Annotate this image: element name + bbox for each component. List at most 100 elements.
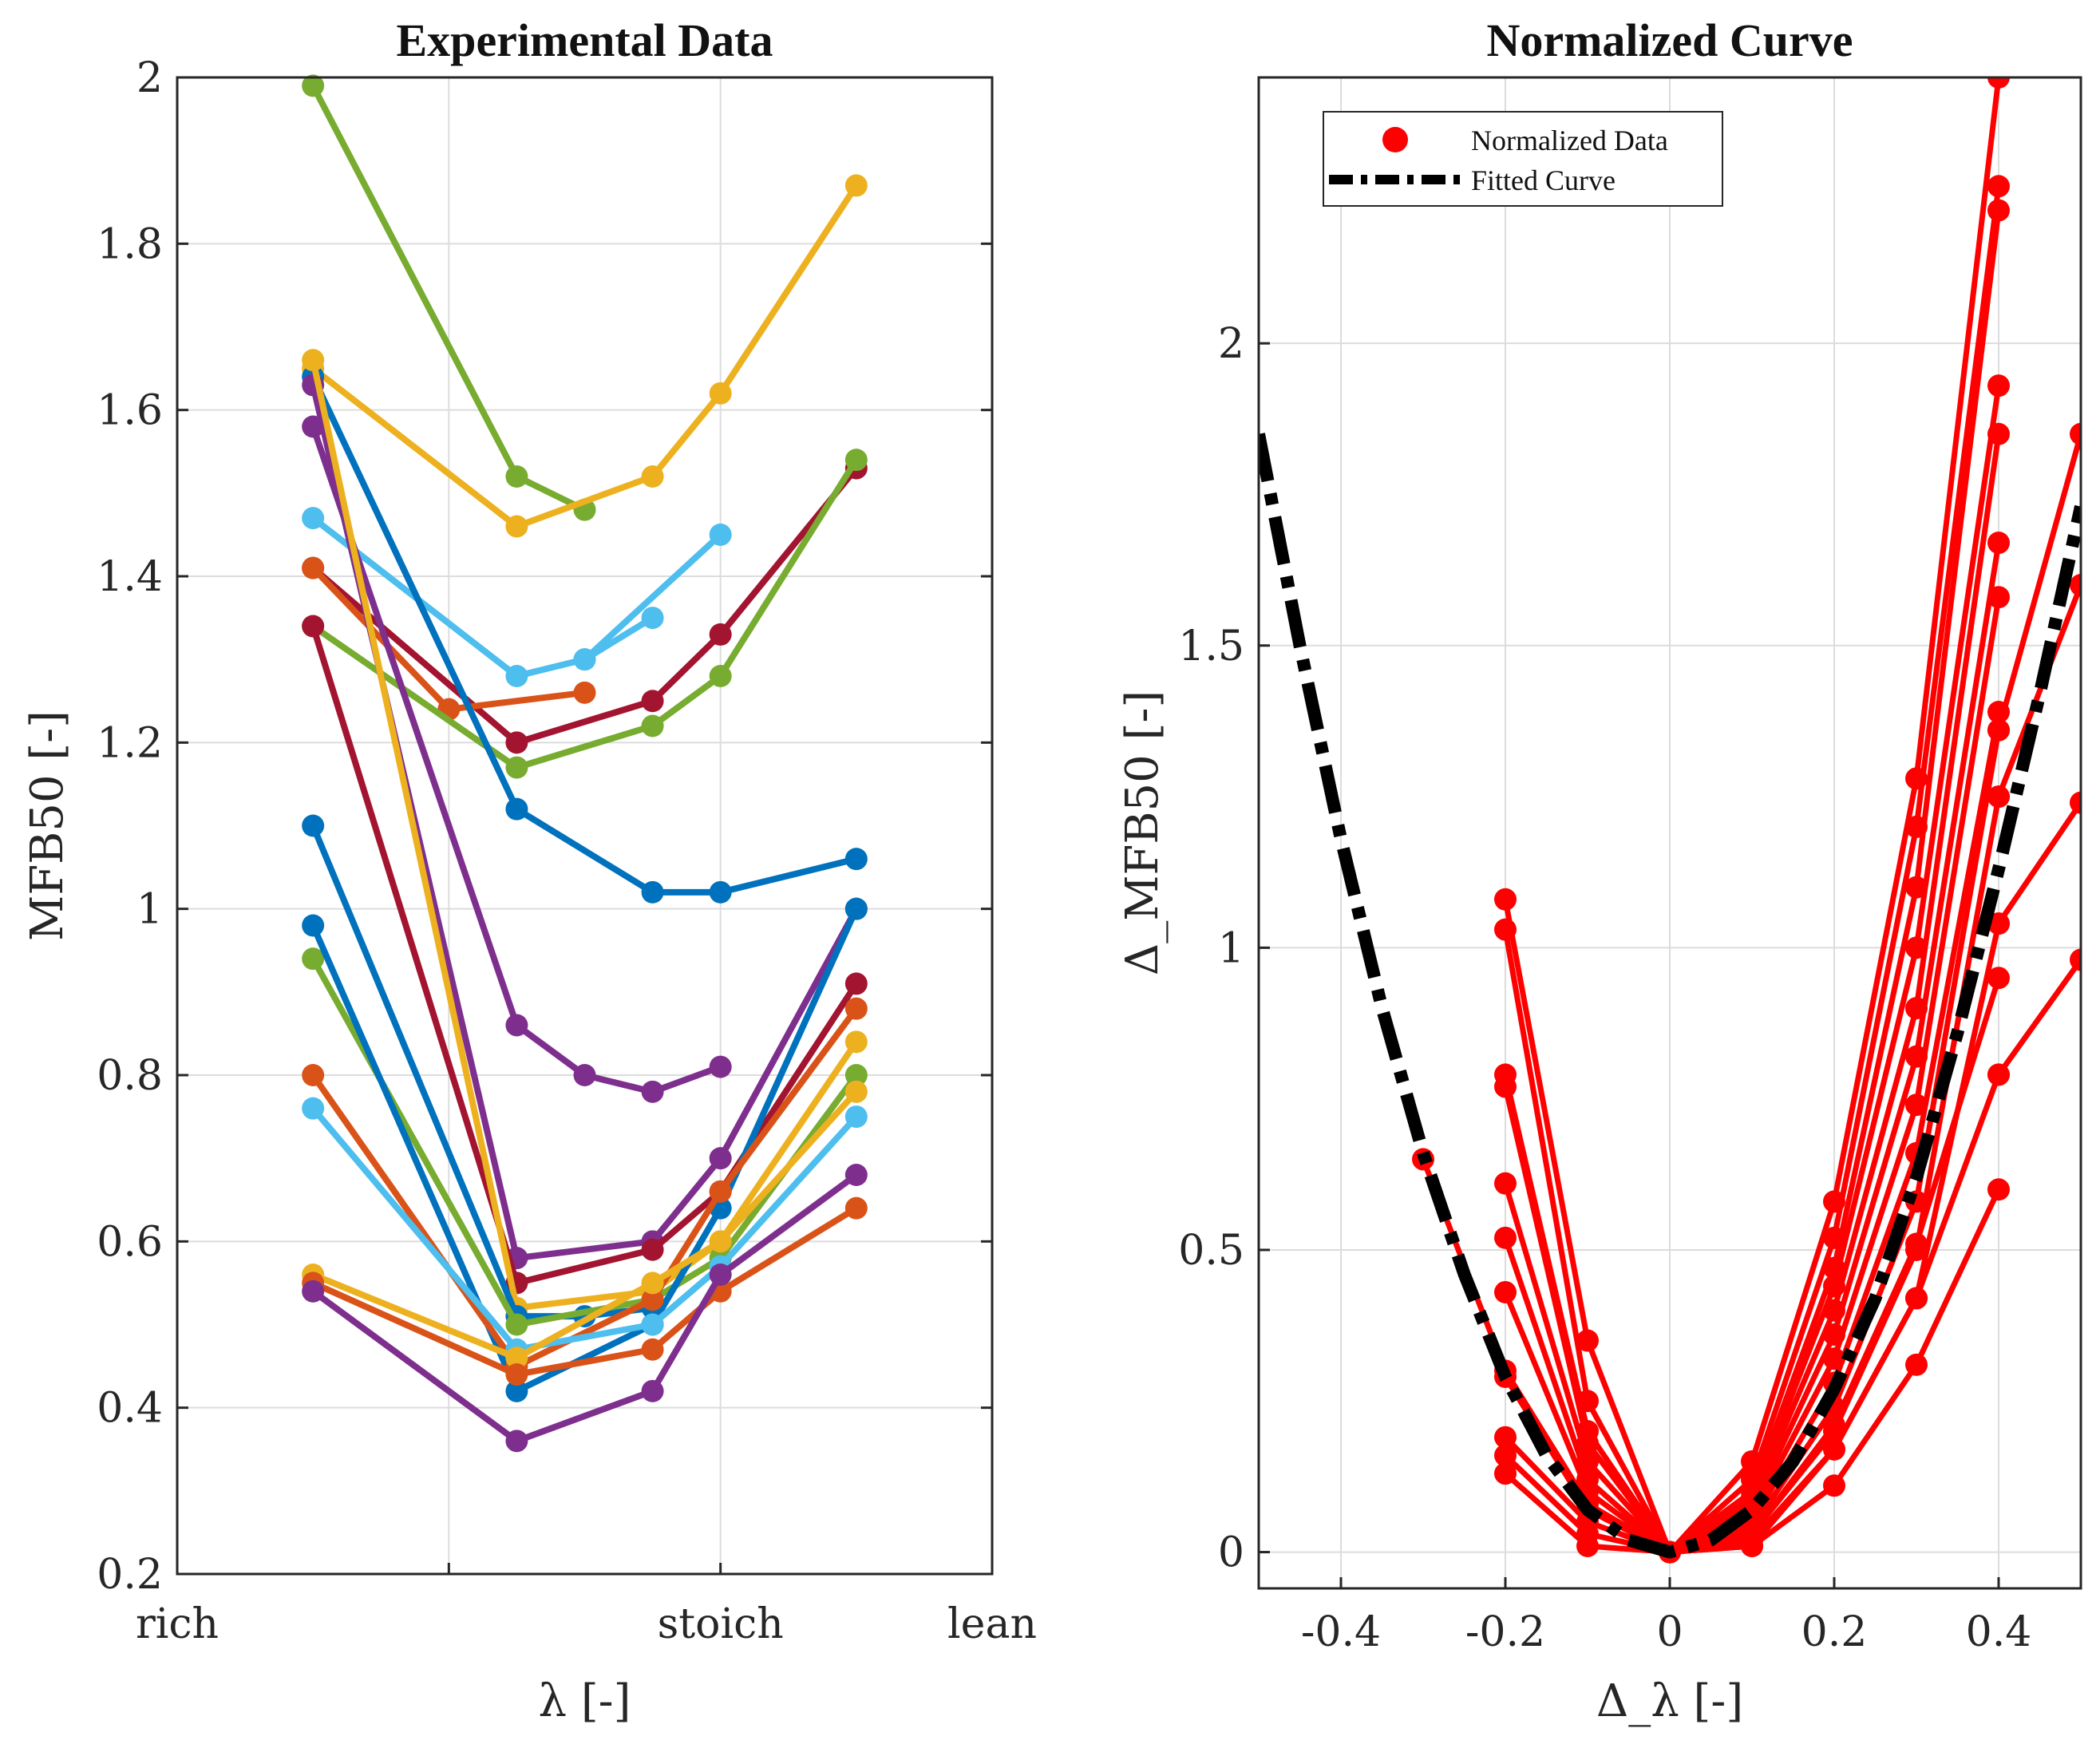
left-axes-frame [176, 76, 994, 1576]
left-data-point [302, 814, 325, 837]
normalized-data-point [1823, 1438, 1845, 1461]
normalized-data-point [2070, 791, 2081, 814]
right-x-tick-label: -0.2 [1465, 1608, 1545, 1656]
right-x-tick-label: -0.4 [1301, 1608, 1381, 1656]
normalized-data-line [1996, 801, 2081, 926]
left-data-point [844, 449, 868, 472]
experimental-data-panel: 0.2 0.4 0.6 0.8 1 1.2 1.4 1.6 1.8 2 rich stoich lean… [0, 0, 1037, 1748]
right-axes-frame [1257, 76, 2082, 1590]
right-tick-labels: -0.4 -0.2 0 0.2 0.4 0 0.5 1 1.5 2 [1178, 320, 2031, 1656]
left-data-point [844, 174, 868, 197]
normalized-data-point [1494, 1426, 1517, 1449]
normalized-data-line [1996, 958, 2081, 1077]
left-data-point [844, 1105, 868, 1129]
left-data-point [844, 997, 868, 1020]
left-y-tick-label: 0.2 [97, 1551, 163, 1599]
normalized-data-point [1987, 718, 2010, 742]
left-data-point [641, 880, 664, 904]
normalized-data-line [1995, 433, 2081, 731]
normalized-data-point [1823, 1414, 1845, 1437]
normalized-data-point [1987, 912, 2010, 935]
left-data-point [641, 1338, 664, 1361]
fitted-curve-line [1259, 433, 2081, 1559]
left-y-tick-label: 0.6 [97, 1218, 163, 1266]
left-y-tick-label: 1.8 [97, 220, 163, 268]
left-data-point [709, 382, 732, 405]
left-tick-labels: 0.2 0.4 0.6 0.8 1 1.2 1.4 1.6 1.8 2 rich stoich lean [97, 54, 1037, 1648]
left-data-point [505, 1313, 528, 1336]
legend-label-normalized-data: Normalized Data [1471, 125, 1668, 156]
left-y-tick-label: 1 [136, 886, 163, 934]
left-data-point [302, 507, 325, 530]
right-y-tick-label: 2 [1218, 320, 1244, 368]
left-data-point [505, 1379, 528, 1402]
left-y-tick-label: 1.6 [97, 387, 163, 435]
left-data-point [505, 756, 528, 779]
left-data-point [505, 515, 528, 538]
left-data-point [844, 848, 868, 871]
normalized-data-point [1987, 374, 2010, 397]
right-x-tick-label: 0.4 [1966, 1608, 2032, 1656]
left-data-point [709, 880, 732, 904]
normalized-data-point [2070, 948, 2081, 971]
right-x-axis-label: Δ_λ [-] [1596, 1675, 1743, 1727]
left-data-point [302, 1097, 325, 1120]
normalized-data-point [1987, 422, 2010, 445]
legend-label-fitted-curve: Fitted Curve [1471, 164, 1616, 196]
left-data-point [505, 797, 528, 821]
normalized-data-point [1987, 532, 2010, 555]
normalized-data-point [1494, 1444, 1517, 1467]
left-data-point [505, 731, 528, 754]
left-data-point [709, 1180, 732, 1203]
left-data-point [505, 465, 528, 488]
left-data-point [573, 681, 596, 704]
left-data-point [709, 1147, 732, 1170]
normalized-curve-panel: -0.4 -0.2 0 0.2 0.4 0 0.5 1 1.5 2 Normalized Data… [1117, 14, 2082, 1727]
left-data-point [505, 1347, 528, 1370]
normalized-data-point [2070, 422, 2081, 445]
left-x-tick-label: rich [136, 1600, 219, 1648]
normalized-data-point [2070, 574, 2081, 597]
normalized-data-point [1576, 1534, 1599, 1557]
left-data-point [505, 1430, 528, 1453]
left-data-point [844, 972, 868, 995]
left-data-point [641, 1379, 664, 1402]
left-chart-title: Experimental Data [397, 14, 773, 66]
left-data-point [641, 690, 664, 713]
left-data-point [641, 1288, 664, 1311]
normalized-data-point [1987, 785, 2010, 809]
right-y-tick-label: 1.5 [1178, 623, 1244, 670]
right-x-tick-label: 0 [1656, 1608, 1683, 1656]
left-data-point [641, 1313, 664, 1336]
left-y-tick-label: 0.8 [97, 1052, 163, 1100]
normalized-data-point [1905, 1232, 1928, 1256]
left-data-point [302, 1064, 325, 1086]
left-series-group [302, 74, 868, 1453]
normalized-data-point [1494, 1462, 1517, 1485]
left-panel-background [0, 0, 1022, 1748]
right-y-tick-label: 1 [1218, 924, 1244, 972]
legend: Normalized Data Fitted Curve [1323, 111, 1723, 207]
left-y-tick-label: 1.2 [97, 719, 163, 767]
left-data-point [302, 349, 325, 372]
left-x-tick-label: stoich [658, 1600, 784, 1648]
left-data-point [505, 1363, 528, 1386]
normalized-data-point [1987, 199, 2010, 222]
right-y-axis-label: Δ_MFB50 [-] [1117, 690, 1169, 975]
left-data-point [302, 947, 325, 971]
normalized-data-point [1494, 1075, 1517, 1098]
normalized-data-point [1987, 1178, 2010, 1201]
left-data-point [573, 1064, 596, 1086]
left-data-point [641, 607, 664, 630]
normalized-data-point [1741, 1534, 1763, 1557]
right-y-tick-label: 0 [1218, 1529, 1244, 1577]
right-x-tick-label: 0.2 [1801, 1608, 1868, 1656]
right-series-group [1259, 77, 2081, 1564]
left-data-point [709, 1264, 732, 1286]
normalized-data-point [1987, 586, 2010, 609]
normalized-data-point [1494, 1280, 1517, 1303]
normalized-data-point [1905, 1353, 1928, 1376]
left-y-axis-label: MFB50 [-] [22, 710, 73, 941]
left-data-point [302, 615, 325, 638]
